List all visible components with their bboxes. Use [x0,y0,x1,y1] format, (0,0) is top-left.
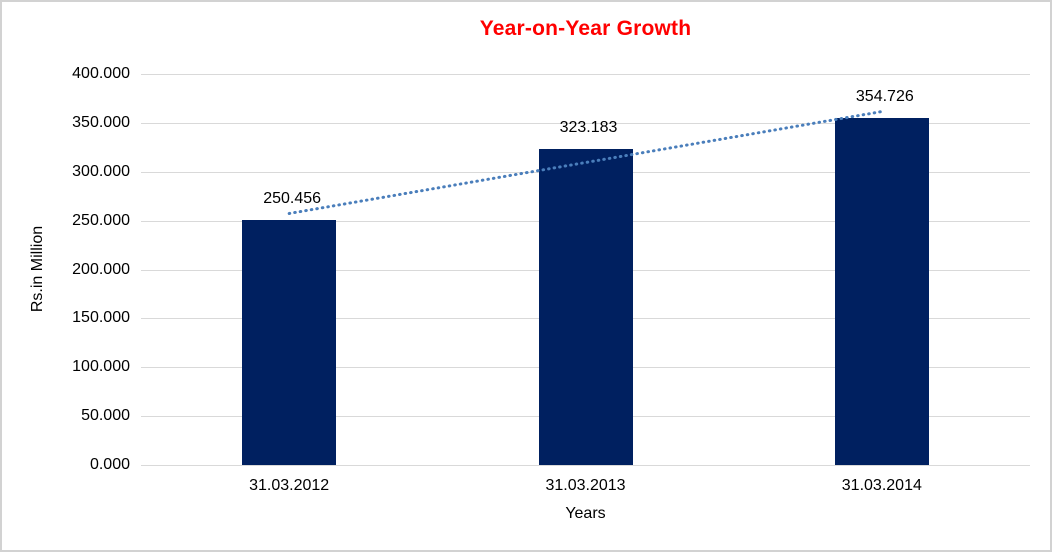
x-tick-label: 31.03.2012 [249,477,330,494]
y-tick-label: 0.000 [89,456,130,473]
bar-31.03.2013 [538,149,633,465]
gridline [141,74,1030,75]
bar-value-label: 250.456 [263,190,322,208]
bar-value-label: 354.726 [855,88,914,106]
y-tick-label: 300.000 [72,162,130,180]
chart-title: Year-on-Year Growth [479,17,692,40]
gridline [141,465,1030,466]
bar-value-label: 323.183 [559,119,618,137]
y-tick-label: 200.000 [72,260,130,278]
x-tick-label: 31.03.2013 [545,477,626,494]
bar-31.03.2012 [242,220,337,465]
y-tick-label: 50.000 [81,407,130,425]
y-tick-label: 400.000 [72,65,130,82]
plot-area: 250.456 323.183 354.726 [141,74,1030,466]
gridline [141,123,1030,124]
y-tick-label: 250.000 [72,211,130,229]
y-tick-label: 350.000 [72,113,130,131]
y-tick-label: 100.000 [72,358,130,376]
trendline [287,110,884,215]
x-axis-title: Years [565,505,606,522]
bar-31.03.2014 [834,118,929,465]
x-tick-label: 31.03.2014 [841,477,922,494]
y-tick-label: 150.000 [72,309,130,327]
